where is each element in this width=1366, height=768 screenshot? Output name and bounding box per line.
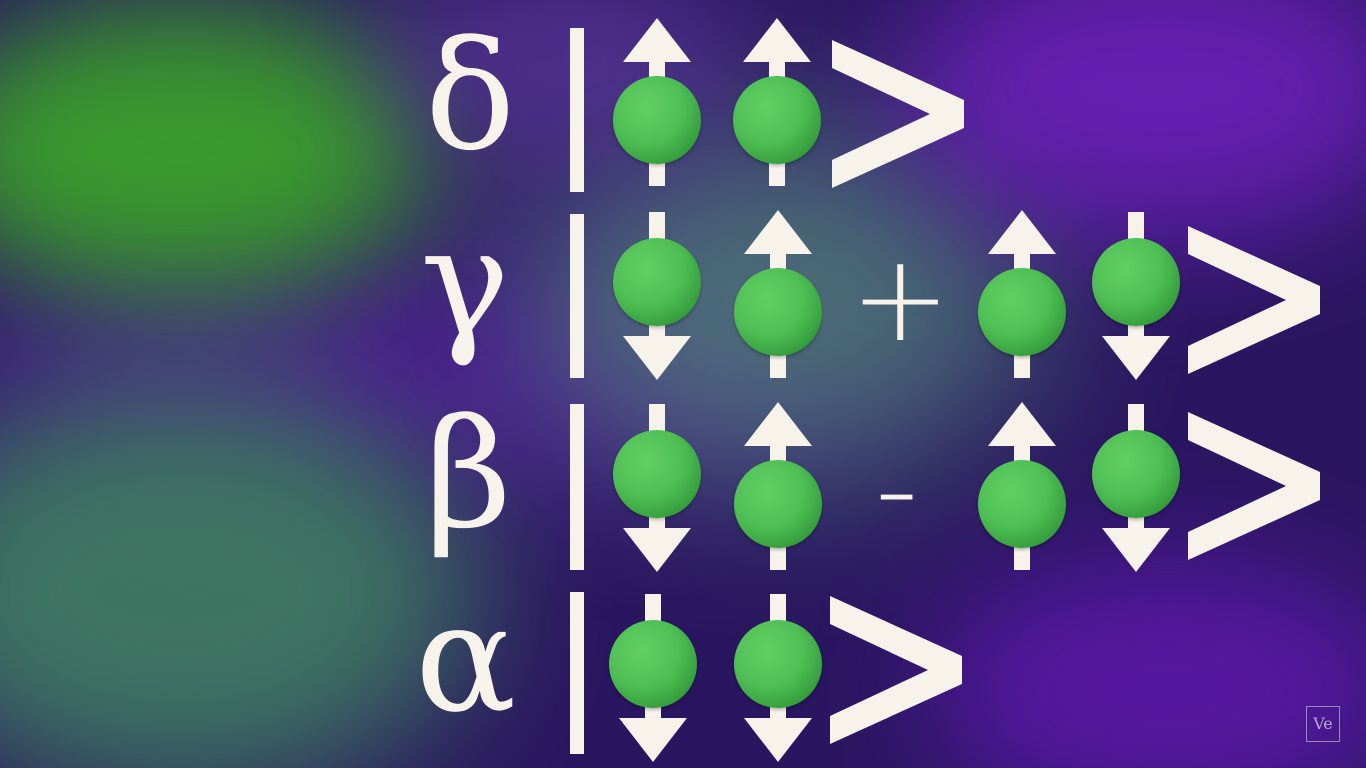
spin-sphere — [978, 268, 1066, 356]
ket-close-alpha — [830, 596, 962, 744]
spin-down-alpha-1 — [603, 592, 703, 762]
spin-sphere — [733, 76, 821, 164]
ket-bar-gamma — [570, 214, 584, 378]
spin-down-beta-4 — [1086, 402, 1186, 572]
spin-up-beta-3 — [972, 402, 1072, 572]
spin-sphere — [1092, 430, 1180, 518]
spin-sphere — [613, 430, 701, 518]
ket-bar-delta — [570, 28, 584, 192]
label-beta: β — [425, 388, 512, 562]
spin-up-beta-2 — [728, 402, 828, 572]
ket-bar-alpha — [570, 592, 584, 754]
spin-up-delta-1 — [607, 18, 707, 188]
spin-down-gamma-4 — [1086, 210, 1186, 380]
spin-up-gamma-3 — [972, 210, 1072, 380]
spin-down-alpha-2 — [728, 592, 828, 762]
ket-close-delta — [832, 40, 964, 188]
label-alpha: α — [415, 572, 517, 746]
label-gamma: γ — [420, 196, 510, 370]
spin-down-gamma-1 — [607, 210, 707, 380]
spin-up-delta-2 — [727, 18, 827, 188]
ket-bar-beta — [570, 404, 584, 570]
spin-sphere — [734, 620, 822, 708]
spin-up-gamma-2 — [728, 210, 828, 380]
operator-minus: - — [875, 420, 919, 559]
spin-sphere — [978, 460, 1066, 548]
label-delta: δ — [425, 10, 516, 184]
ket-close-beta — [1188, 412, 1320, 560]
spin-sphere — [734, 460, 822, 548]
spin-down-beta-1 — [607, 402, 707, 572]
spin-sphere — [609, 620, 697, 708]
spin-sphere — [1092, 238, 1180, 326]
watermark-logo: Ve — [1306, 706, 1340, 742]
ket-close-gamma — [1188, 226, 1320, 374]
operator-plus: + — [850, 230, 951, 369]
spin-sphere — [734, 268, 822, 356]
spin-sphere — [613, 238, 701, 326]
spin-sphere — [613, 76, 701, 164]
